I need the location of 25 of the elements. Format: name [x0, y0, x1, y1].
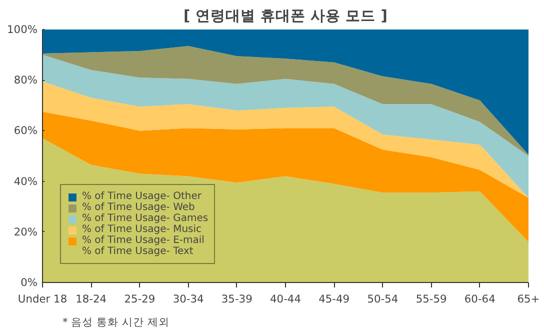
x-tick-label: 25-29	[124, 292, 156, 306]
x-tick-label: 35-39	[221, 292, 253, 306]
x-tick-label: 65+	[517, 292, 540, 306]
text: * 음성 통화 시간 제외	[62, 316, 170, 328]
legend-label: % of Time Usage- Other	[82, 191, 202, 202]
y-tick-label: 100%	[7, 23, 38, 36]
x-tick-label: 18-24	[76, 292, 107, 306]
legend-label: % of Time Usage- Music	[82, 224, 202, 235]
chart-title: [ 연령대별 휴대폰 사용 모드 ]	[184, 8, 388, 24]
x-tick-label: 40-44	[270, 292, 302, 306]
x-tick-label: 60-64	[464, 292, 496, 306]
x-tick-label: Under 18	[18, 292, 68, 306]
x-tick-label: 45-49	[318, 292, 350, 306]
series-label: % of Time Usage- Text	[82, 246, 194, 257]
legend-label: % of Time Usage- E-mail	[82, 235, 204, 246]
y-tick-label: 0%	[20, 276, 38, 289]
x-tick-label: 50-54	[367, 292, 398, 306]
x-tick-label: 30-34	[172, 292, 204, 306]
y-tick-label: 40%	[14, 174, 38, 188]
x-tick-label: 55-59	[416, 292, 447, 306]
y-tick-label: 60%	[14, 124, 38, 138]
y-tick-label: 80%	[14, 74, 38, 87]
legend-label: % of Time Usage- Web	[82, 202, 195, 213]
legend-label: % of Time Usage- Games	[82, 213, 208, 224]
y-tick-label: 20%	[14, 225, 38, 238]
